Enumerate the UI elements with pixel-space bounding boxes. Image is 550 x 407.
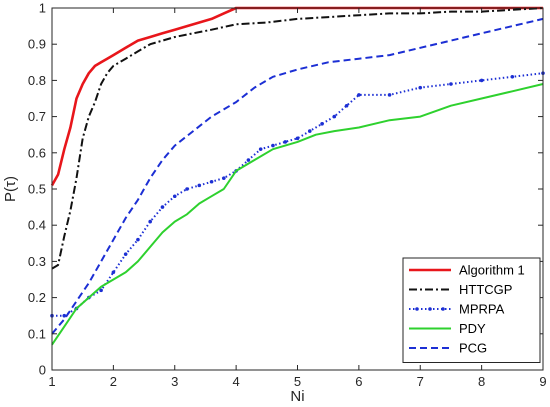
x-tick-label: 2: [110, 374, 117, 389]
series-point: [320, 122, 324, 126]
series-point: [283, 140, 288, 144]
series-line-pcg: [51, 17, 544, 335]
legend-marker: [415, 307, 419, 311]
series-point: [148, 219, 152, 224]
legend: Algorithm 1 HTTCGP MPRPA PDY PCG: [402, 257, 541, 363]
axes-layer: 1 2 3 4 5 6 7 8 9 0 0.1 0.2 0.3 0.4 0.5 0.6 0.7 0.8 0.9 1: [28, 1, 547, 390]
series-line-mprpa: [52, 72, 544, 317]
legend-marker: [428, 307, 432, 311]
series-point: [185, 187, 189, 191]
series-point: [123, 252, 128, 256]
series-point: [510, 74, 515, 79]
y-axis-label: P(τ): [2, 176, 19, 202]
x-tick-label: 6: [355, 374, 362, 389]
series-point: [136, 237, 140, 242]
y-tick-label: 0.2: [28, 290, 46, 305]
series-point: [344, 103, 349, 108]
series-point: [111, 270, 116, 275]
x-tick-label: 4: [233, 374, 240, 389]
y-tick-label: 0.8: [28, 73, 46, 88]
series-point: [99, 288, 103, 293]
y-tick-label: 0.3: [28, 254, 46, 269]
series-point: [246, 158, 251, 162]
series-point: [357, 93, 361, 97]
y-tick-label: 0.7: [28, 109, 46, 124]
series-point: [449, 82, 453, 86]
y-tick-label: 0.6: [28, 145, 46, 160]
series-point: [160, 205, 165, 209]
legend-entry-label: Algorithm 1: [459, 263, 525, 278]
x-tick-label: 8: [478, 374, 485, 389]
legend-entry-label: PCG: [459, 341, 487, 356]
x-tick-label: 3: [171, 374, 178, 389]
x-tick-label: 1: [48, 374, 55, 389]
y-tick-label: 1: [39, 1, 46, 16]
y-tick-label: 0.9: [28, 37, 46, 52]
x-tick-label: 9: [539, 374, 546, 389]
series-point: [307, 129, 312, 133]
y-tick-label: 0.4: [28, 218, 46, 233]
series-point: [271, 143, 275, 148]
y-tick-label: 0: [39, 363, 46, 378]
x-tick-label: 5: [294, 374, 301, 389]
series-point: [172, 194, 177, 199]
legend-entry-label: HTTCGP: [459, 282, 512, 297]
y-tick-label: 0.5: [28, 182, 46, 197]
legend-marker: [441, 307, 445, 311]
series-point: [222, 176, 226, 180]
series-point: [387, 93, 392, 97]
series-point: [479, 78, 484, 83]
series-line-pdy: [51, 83, 544, 346]
series-point: [197, 183, 202, 188]
legend-entry-label: PDY: [459, 321, 486, 336]
legend-box: [402, 257, 541, 363]
series-point: [332, 114, 337, 119]
series-point: [62, 313, 67, 318]
legend-entry-label: MPRPA: [459, 302, 505, 317]
y-tick-label: 0.1: [28, 326, 46, 341]
series-point: [209, 179, 214, 184]
x-tick-label: 7: [417, 374, 424, 389]
x-axis-label: Ni: [290, 388, 304, 405]
series-point: [258, 147, 263, 151]
series-point: [418, 85, 423, 90]
series-point: [295, 136, 300, 141]
